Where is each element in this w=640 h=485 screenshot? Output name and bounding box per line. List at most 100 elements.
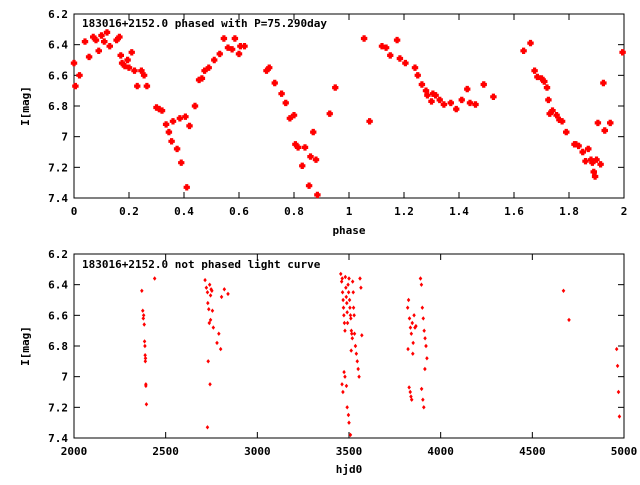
y-tick-label: 7.4 [48,432,68,445]
data-point [593,156,600,163]
data-point [597,161,604,168]
data-point [409,331,414,336]
data-point [70,59,78,67]
data-point [207,282,212,287]
x-tick-label: 3500 [336,445,363,458]
data-point [339,279,344,284]
data-point [144,402,149,407]
data-point [414,323,418,329]
data-point [231,35,239,42]
data-point [211,325,216,330]
data-point [594,119,602,127]
data-point [343,374,347,379]
data-point [408,389,412,395]
x-tick-label: 3000 [244,445,271,458]
y-tick-label: 6.6 [48,69,68,82]
data-point [162,121,170,128]
data-point [342,369,346,375]
data-point [423,366,427,372]
data-point [143,343,147,349]
data-point [490,93,497,100]
data-point [205,64,212,71]
data-point [305,182,313,189]
data-point [354,351,359,356]
data-point [347,420,351,425]
data-point [425,356,429,361]
plot-frame [73,253,625,439]
data-point [575,142,582,150]
x-axis-label: phase [332,224,365,237]
data-point [332,84,339,91]
data-point [424,92,431,99]
y-tick-label: 7 [61,131,68,144]
x-tick-label: 2500 [152,445,179,458]
data-point [418,276,423,281]
chart-title: 183016+2152.0 not phased light curve [82,258,321,271]
data-point [563,128,570,136]
y-tick-label: 6.8 [48,340,68,353]
x-tick-label: 1.6 [504,205,524,218]
x-tick-label: 2000 [61,445,88,458]
data-point [353,343,358,349]
data-point [344,294,348,300]
data-point [351,305,356,310]
data-point [549,107,556,114]
unphased-light-curve-panel: 183016+2152.0 not phased light curve hjd… [19,248,637,476]
y-tick-label: 6.4 [48,279,68,292]
data-point [176,115,184,122]
data-point [203,277,207,283]
data-point [343,274,348,280]
data-point [211,56,218,64]
data-point [141,308,145,313]
data-point [312,156,320,163]
data-point [351,290,355,295]
data-point [422,328,426,333]
data-point [421,397,425,402]
data-point [358,276,362,281]
data-point [141,313,146,318]
data-point [464,85,471,93]
data-point [342,313,346,318]
data-point [466,99,474,107]
data-point [116,33,123,41]
data-point [346,290,351,295]
data-point [178,159,185,166]
y-ticks: 6.2 6.4 6.6 6.8 7 7.2 7.4 [48,248,624,445]
x-ticks: 2000 2500 3000 3500 4000 4500 5000 [61,254,637,458]
data-point [345,320,350,326]
data-point [601,127,608,134]
data-points [140,271,622,438]
data-point [205,425,210,430]
data-point [226,291,230,297]
data-point [419,386,424,392]
y-tick-label: 7.2 [48,161,68,174]
data-point [558,118,566,125]
data-point [152,276,157,281]
data-point [436,96,443,104]
data-point [607,119,614,127]
data-point [235,50,243,58]
y-tick-label: 7.4 [48,192,68,205]
data-point [600,79,607,87]
data-point [81,38,89,45]
data-point [428,98,435,105]
data-point [409,397,414,402]
data-point [124,56,131,64]
data-point [349,328,354,333]
data-point [340,382,344,387]
data-point [278,90,285,97]
data-point [183,184,190,191]
x-tick-label: 1 [346,205,353,218]
data-point [616,389,621,395]
data-point [182,113,189,120]
x-tick-label: 2 [621,205,628,218]
y-tick-label: 6.6 [48,309,68,322]
data-point [210,288,214,293]
data-point [143,82,151,90]
data-point [545,96,552,104]
data-point [128,49,135,56]
data-point [186,122,193,130]
data-point [340,276,344,281]
data-point [208,317,213,323]
